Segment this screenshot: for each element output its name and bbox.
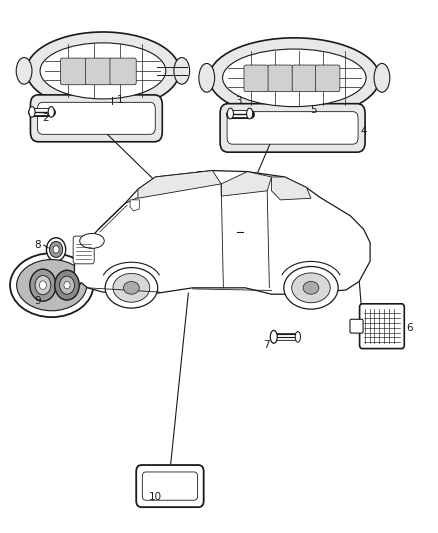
Polygon shape: [221, 172, 272, 196]
FancyBboxPatch shape: [110, 58, 136, 85]
FancyBboxPatch shape: [37, 102, 155, 134]
Ellipse shape: [295, 332, 300, 342]
Ellipse shape: [40, 43, 166, 99]
Polygon shape: [138, 171, 221, 198]
Text: 7: 7: [263, 341, 270, 350]
Ellipse shape: [227, 108, 233, 119]
Ellipse shape: [60, 276, 74, 294]
FancyBboxPatch shape: [244, 65, 268, 92]
Ellipse shape: [374, 63, 390, 92]
FancyBboxPatch shape: [142, 472, 198, 500]
Ellipse shape: [49, 241, 63, 257]
Text: 1: 1: [117, 95, 124, 105]
Text: 8: 8: [34, 240, 41, 250]
Text: 3: 3: [235, 96, 242, 106]
Ellipse shape: [29, 107, 35, 117]
Ellipse shape: [48, 107, 54, 117]
Ellipse shape: [270, 330, 277, 343]
Ellipse shape: [113, 273, 150, 302]
FancyBboxPatch shape: [85, 58, 112, 85]
Ellipse shape: [46, 238, 66, 261]
Ellipse shape: [30, 269, 56, 301]
Ellipse shape: [64, 281, 70, 289]
FancyBboxPatch shape: [268, 65, 293, 92]
Ellipse shape: [10, 253, 93, 317]
FancyBboxPatch shape: [73, 236, 94, 264]
FancyBboxPatch shape: [136, 465, 204, 507]
FancyBboxPatch shape: [30, 95, 162, 142]
Ellipse shape: [105, 268, 158, 308]
FancyBboxPatch shape: [60, 58, 87, 85]
Ellipse shape: [223, 49, 366, 107]
Text: 9: 9: [34, 296, 41, 306]
FancyBboxPatch shape: [360, 304, 404, 349]
Ellipse shape: [174, 58, 190, 84]
Ellipse shape: [39, 281, 46, 289]
Text: 4: 4: [360, 126, 367, 135]
Text: 10: 10: [149, 492, 162, 502]
Ellipse shape: [26, 32, 180, 110]
Polygon shape: [272, 177, 311, 200]
Ellipse shape: [53, 246, 59, 253]
Ellipse shape: [209, 38, 380, 118]
Ellipse shape: [199, 63, 215, 92]
Polygon shape: [130, 200, 139, 211]
Ellipse shape: [80, 233, 104, 248]
FancyBboxPatch shape: [292, 65, 317, 92]
Ellipse shape: [17, 260, 87, 311]
Ellipse shape: [284, 266, 338, 309]
FancyBboxPatch shape: [315, 65, 340, 92]
Ellipse shape: [55, 270, 79, 300]
Ellipse shape: [292, 273, 330, 303]
Ellipse shape: [247, 108, 253, 119]
FancyBboxPatch shape: [220, 103, 365, 152]
Text: 6: 6: [406, 323, 413, 333]
Ellipse shape: [35, 276, 51, 295]
Polygon shape: [74, 171, 370, 294]
Ellipse shape: [16, 58, 32, 84]
FancyBboxPatch shape: [227, 111, 358, 144]
Ellipse shape: [303, 281, 319, 294]
Text: 2: 2: [42, 114, 49, 123]
FancyBboxPatch shape: [350, 319, 363, 333]
Text: 5: 5: [310, 106, 317, 115]
Ellipse shape: [124, 281, 139, 294]
